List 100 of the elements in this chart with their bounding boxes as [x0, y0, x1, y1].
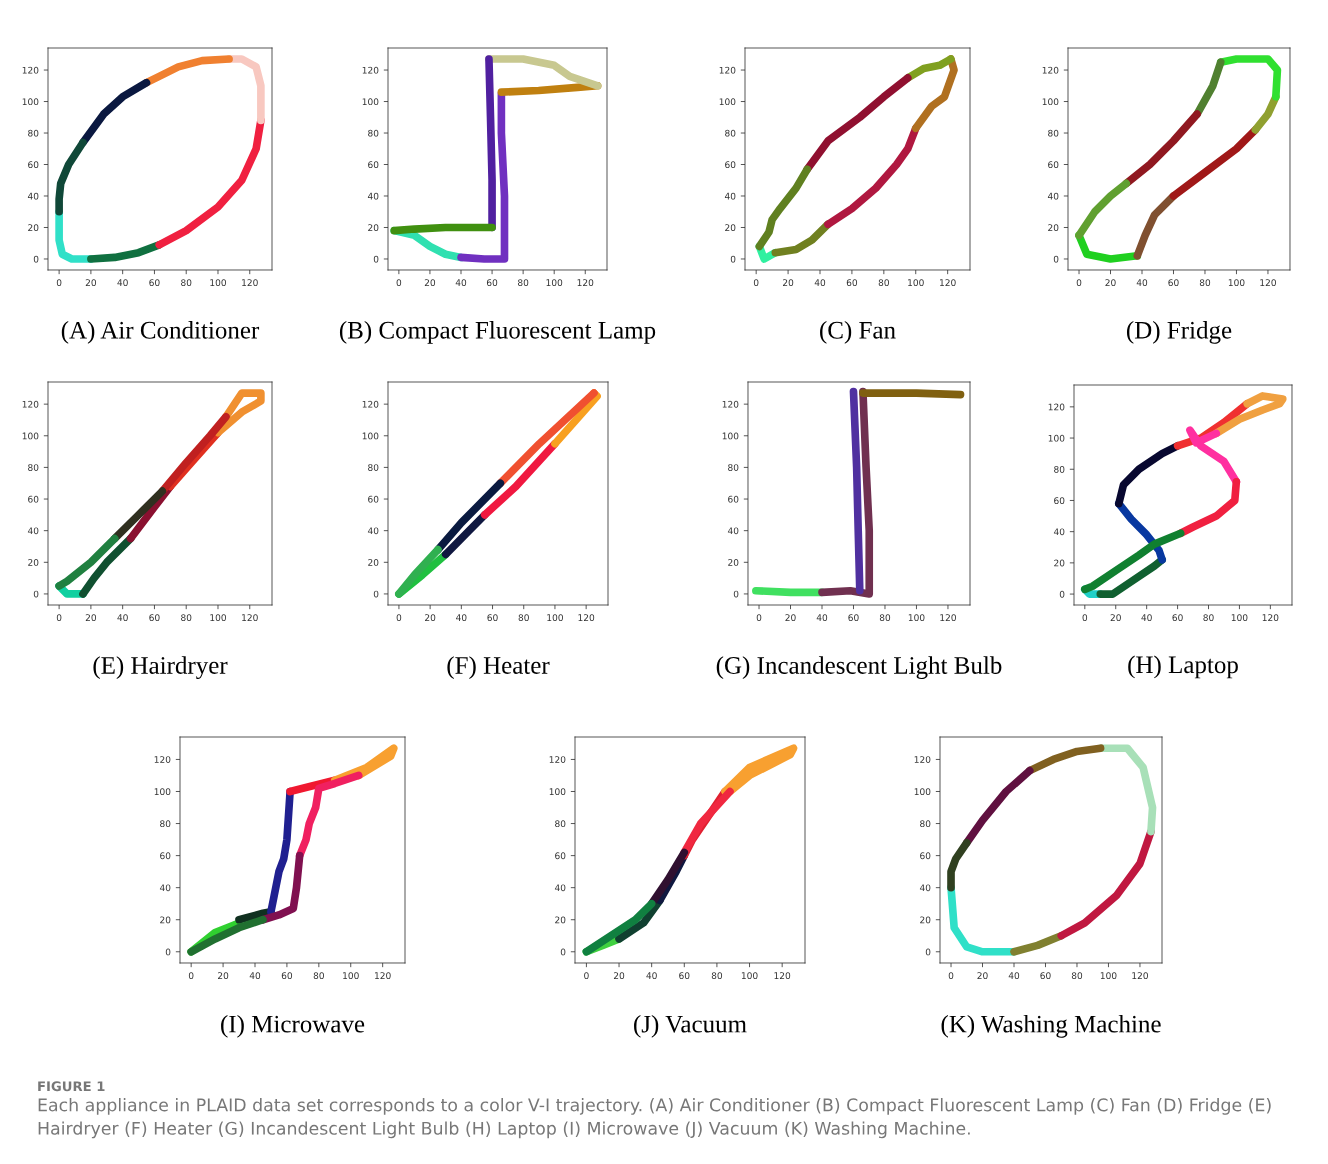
x-tick-label: 40 — [117, 614, 128, 622]
x-tick-label: 60 — [846, 279, 858, 287]
y-tick-label: 40 — [727, 527, 739, 535]
y-tick-label: 60 — [920, 852, 931, 860]
y-tick-label: 80 — [725, 129, 736, 137]
y-tick-label: 20 — [28, 559, 39, 566]
y-tick-label: 0 — [373, 590, 379, 598]
x-tick-label: 40 — [1141, 614, 1152, 622]
x-tick-label: 20 — [218, 972, 229, 980]
y-tick-label: 80 — [555, 820, 566, 828]
y-tick-label: 0 — [733, 590, 739, 598]
x-tick-label: 120 — [578, 614, 595, 622]
y-tick-label: 40 — [27, 192, 39, 200]
y-tick-label: 100 — [362, 98, 379, 106]
x-tick-label: 20 — [977, 972, 988, 980]
x-tick-label: 120 — [577, 279, 594, 287]
y-tick-label: 120 — [719, 66, 736, 74]
x-tick-label: 100 — [1231, 614, 1248, 622]
y-tick-label: 0 — [560, 948, 566, 956]
x-tick-label: 100 — [1100, 972, 1117, 980]
x-tick-label: 60 — [486, 279, 498, 287]
y-tick-label: 100 — [719, 98, 736, 106]
text: (G) Incandescent Light Bulb — [716, 656, 1002, 680]
x-tick-label: 120 — [940, 279, 956, 287]
x-tick-label: 40 — [249, 972, 261, 980]
x-tick-label: 100 — [343, 972, 359, 980]
y-tick-label: 0 — [33, 590, 39, 598]
y-tick-label: 80 — [920, 820, 931, 828]
y-tick-label: 20 — [160, 916, 171, 924]
text: (I) Microwave — [221, 1014, 365, 1038]
x-tick-label: 100 — [1228, 279, 1245, 287]
y-tick-label: 120 — [22, 400, 39, 408]
x-tick-label: 80 — [313, 972, 324, 980]
x-tick-label: 20 — [783, 279, 794, 287]
y-tick-label: 40 — [554, 884, 566, 892]
y-tick-label: 80 — [728, 464, 739, 471]
x-tick-label: 80 — [878, 279, 889, 287]
x-tick-label: 0 — [56, 279, 62, 287]
y-tick-label: 100 — [722, 432, 739, 440]
y-tick-label: 100 — [1042, 98, 1059, 106]
x-tick-label: 80 — [1071, 972, 1083, 980]
x-tick-label: 40 — [646, 972, 657, 980]
x-tick-label: 20 — [1105, 279, 1116, 287]
text: (K) Washing Machine — [941, 1014, 1161, 1038]
y-tick-label: 80 — [368, 129, 379, 137]
y-tick-label: 60 — [368, 161, 379, 169]
y-tick-label: 120 — [1048, 403, 1065, 411]
y-tick-label: 20 — [555, 916, 566, 924]
text: Each appliance in PLAID data set corresponds to a color V-I trajectory. (A) Air Conditioner (B) Compact Fluorescent Lamp (C) Fan (D) Fridge (E) Hairdryer (F) Heater (G) Incandescent Light Bulb (H) Laptop (I) Microwave (J) Vacuum (K) Washing Machine. — [38, 1098, 1271, 1139]
x-tick-label: 40 — [816, 614, 828, 622]
y-tick-label: 0 — [165, 948, 171, 956]
x-tick-label: 60 — [281, 972, 293, 980]
y-tick-label: 80 — [368, 464, 379, 471]
text: (D) Fridge — [1126, 321, 1232, 344]
x-tick-label: 20 — [613, 972, 625, 980]
x-tick-label: 120 — [1260, 279, 1276, 287]
x-tick-label: 20 — [424, 279, 436, 287]
y-tick-label: 60 — [1048, 161, 1059, 169]
x-tick-label: 100 — [741, 972, 758, 980]
x-tick-label: 0 — [1076, 279, 1082, 287]
x-tick-label: 0 — [396, 279, 402, 287]
x-tick-label: 120 — [242, 279, 258, 287]
x-tick-label: 40 — [455, 279, 467, 287]
x-tick-label: 0 — [396, 614, 402, 622]
y-tick-label: 40 — [367, 527, 379, 535]
y-tick-label: 40 — [919, 884, 931, 892]
x-tick-label: 100 — [210, 279, 226, 287]
y-tick-label: 120 — [362, 66, 379, 74]
x-tick-label: 60 — [487, 614, 498, 622]
y-tick-label: 40 — [367, 192, 379, 200]
x-tick-label: 0 — [584, 972, 589, 980]
x-tick-label: 60 — [149, 279, 160, 287]
x-tick-label: 0 — [753, 279, 759, 287]
y-tick-label: 40 — [1053, 528, 1065, 536]
y-tick-label: 80 — [1048, 129, 1059, 137]
y-tick-label: 120 — [154, 756, 171, 763]
y-tick-label: 100 — [22, 98, 39, 106]
y-tick-label: 60 — [728, 495, 739, 503]
y-tick-label: 20 — [28, 224, 39, 232]
y-tick-label: 20 — [725, 224, 736, 232]
y-tick-label: 0 — [373, 255, 379, 263]
x-tick-label: 40 — [1008, 972, 1020, 980]
x-tick-label: 120 — [1262, 614, 1279, 622]
x-tick-label: 0 — [1082, 614, 1088, 622]
y-tick-label: 120 — [22, 66, 39, 74]
x-tick-label: 100 — [908, 614, 925, 622]
y-tick-label: 60 — [28, 161, 39, 169]
y-tick-label: 20 — [1048, 224, 1059, 232]
y-tick-label: 100 — [1048, 434, 1065, 442]
x-tick-label: 40 — [456, 614, 467, 622]
y-tick-label: 120 — [549, 756, 566, 763]
x-tick-label: 60 — [848, 614, 859, 622]
y-tick-label: 20 — [1054, 559, 1065, 567]
x-tick-label: 80 — [711, 972, 723, 980]
x-tick-label: 60 — [149, 614, 160, 622]
x-tick-label: 80 — [181, 279, 192, 287]
y-tick-label: 0 — [730, 255, 736, 263]
y-tick-label: 120 — [914, 756, 931, 763]
text: (E) Hairdryer — [93, 656, 228, 680]
y-tick-label: 100 — [549, 788, 566, 796]
